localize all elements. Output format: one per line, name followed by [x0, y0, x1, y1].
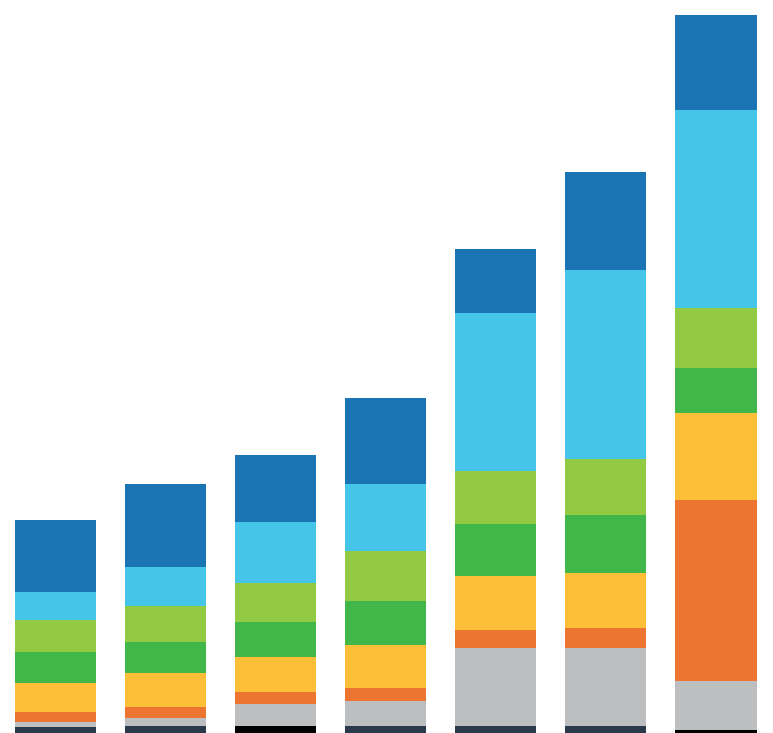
segment-gray[interactable] — [235, 704, 316, 726]
segment-dark-blue[interactable] — [125, 484, 206, 567]
segment-cyan[interactable] — [455, 313, 536, 471]
segment-light-green[interactable] — [125, 606, 206, 642]
segment-orange[interactable] — [565, 628, 646, 648]
segment-green[interactable] — [235, 622, 316, 657]
bar-1[interactable] — [15, 0, 96, 733]
segment-light-green[interactable] — [565, 459, 646, 515]
segment-orange[interactable] — [125, 707, 206, 718]
segment-gray[interactable] — [455, 648, 536, 726]
segment-yellow[interactable] — [565, 573, 646, 628]
segment-cyan[interactable] — [235, 522, 316, 583]
segment-base[interactable] — [565, 726, 646, 733]
bar-4[interactable] — [345, 0, 426, 733]
segment-base[interactable] — [235, 726, 316, 733]
bar-stack — [455, 249, 536, 733]
segment-green[interactable] — [675, 368, 757, 413]
bar-2[interactable] — [125, 0, 206, 733]
bar-stack — [565, 172, 646, 733]
segment-light-green[interactable] — [675, 308, 757, 368]
bar-stack — [675, 15, 757, 733]
segment-cyan[interactable] — [125, 567, 206, 606]
segment-gray[interactable] — [125, 718, 206, 726]
segment-yellow[interactable] — [675, 413, 757, 500]
segment-orange[interactable] — [675, 500, 757, 681]
segment-yellow[interactable] — [235, 657, 316, 692]
segment-orange[interactable] — [345, 688, 426, 701]
bar-5[interactable] — [455, 0, 536, 733]
segment-gray[interactable] — [345, 701, 426, 726]
segment-gray[interactable] — [565, 648, 646, 726]
segment-base[interactable] — [15, 727, 96, 733]
segment-base[interactable] — [125, 726, 206, 733]
bar-7[interactable] — [675, 0, 757, 733]
segment-gray[interactable] — [15, 722, 96, 727]
segment-dark-blue[interactable] — [455, 249, 536, 313]
segment-green[interactable] — [15, 652, 96, 683]
segment-dark-blue[interactable] — [235, 455, 316, 522]
segment-orange[interactable] — [455, 630, 536, 648]
segment-orange[interactable] — [235, 692, 316, 704]
bar-6[interactable] — [565, 0, 646, 733]
segment-cyan[interactable] — [675, 110, 757, 308]
bar-stack — [235, 455, 316, 733]
segment-light-green[interactable] — [345, 551, 426, 601]
segment-gray[interactable] — [675, 681, 757, 730]
segment-yellow[interactable] — [125, 673, 206, 707]
segment-yellow[interactable] — [15, 683, 96, 712]
bar-stack — [125, 484, 206, 733]
segment-base[interactable] — [675, 730, 757, 733]
segment-light-green[interactable] — [455, 471, 536, 524]
segment-yellow[interactable] — [455, 576, 536, 630]
segment-yellow[interactable] — [345, 645, 426, 688]
segment-cyan[interactable] — [15, 592, 96, 620]
segment-dark-blue[interactable] — [15, 520, 96, 592]
segment-dark-blue[interactable] — [675, 15, 757, 110]
segment-green[interactable] — [565, 515, 646, 573]
segment-green[interactable] — [345, 601, 426, 645]
segment-dark-blue[interactable] — [565, 172, 646, 270]
segment-base[interactable] — [455, 726, 536, 733]
segment-orange[interactable] — [15, 712, 96, 722]
segment-cyan[interactable] — [565, 270, 646, 459]
segment-green[interactable] — [125, 642, 206, 673]
segment-light-green[interactable] — [235, 583, 316, 622]
bar-stack — [15, 520, 96, 733]
segment-base[interactable] — [345, 726, 426, 733]
bar-stack — [345, 398, 426, 733]
segment-light-green[interactable] — [15, 620, 96, 652]
segment-cyan[interactable] — [345, 484, 426, 551]
bar-3[interactable] — [235, 0, 316, 733]
segment-dark-blue[interactable] — [345, 398, 426, 484]
segment-green[interactable] — [455, 524, 536, 576]
